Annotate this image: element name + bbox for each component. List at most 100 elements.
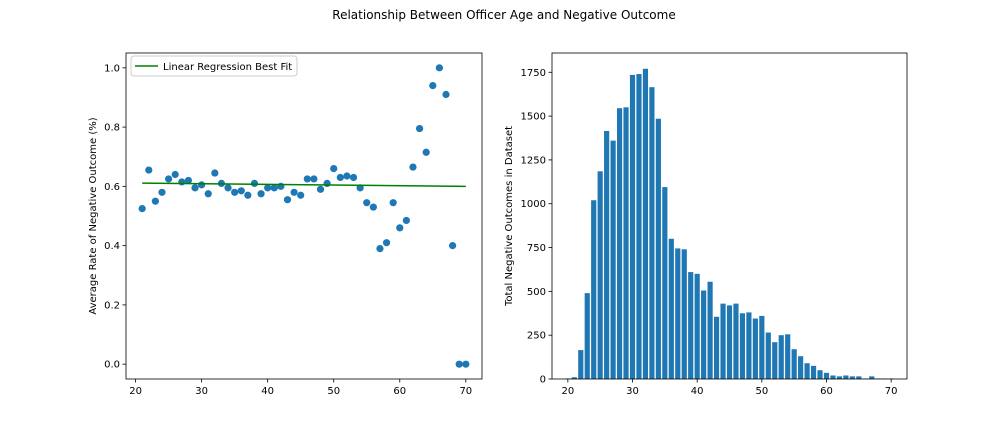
bar-y-tick-label: 0 (540, 375, 546, 386)
bar-y-tick-label: 1750 (521, 68, 546, 79)
bar (849, 376, 855, 379)
bar (616, 108, 623, 379)
bar (823, 372, 830, 379)
bar (578, 350, 584, 379)
bar (791, 349, 797, 379)
legend-box (130, 55, 298, 77)
scatter-axes-frame (125, 52, 483, 380)
scatter-point (178, 178, 186, 186)
bar (843, 375, 849, 379)
scatter-point (429, 82, 437, 90)
scatter-point (204, 190, 212, 198)
bar (668, 238, 674, 379)
bar (629, 74, 636, 379)
scatter-point (409, 163, 417, 171)
bar (739, 313, 746, 379)
scatter-x-tick-label: 20 (129, 386, 142, 397)
bar (785, 334, 791, 379)
bar-marks (565, 68, 894, 380)
scatter-point (198, 181, 206, 189)
bar (778, 335, 784, 379)
bar (759, 315, 765, 379)
bar (765, 332, 771, 379)
scatter-point (151, 197, 159, 205)
scatter-point (138, 204, 146, 213)
scatter-point (402, 216, 410, 225)
scatter-y-tick-label: 0.6 (104, 182, 120, 193)
bar (869, 376, 875, 379)
scatter-x-tick-label: 50 (327, 386, 340, 397)
scatter-point (330, 164, 338, 173)
bar (649, 87, 655, 379)
scatter-point (171, 170, 179, 179)
scatter-point (165, 175, 173, 183)
bar-x-tick-label: 50 (755, 386, 768, 397)
bar (804, 363, 810, 379)
bar (636, 74, 642, 379)
scatter-point (343, 172, 351, 180)
bar (642, 68, 649, 379)
scatter-point (376, 245, 384, 253)
bar (726, 305, 733, 379)
scatter-axes: 20 30 40 50 60 70 0.0 0.2 0.4 0.6 0.8 1.0 (104, 52, 483, 397)
bar (681, 249, 687, 379)
scatter-point (297, 191, 305, 199)
bar (623, 107, 629, 379)
scatter-x-tick-label: 30 (195, 386, 208, 397)
scatter-chart: 20 30 40 50 60 70 0.0 0.2 0.4 0.6 0.8 1.0 Average R… (88, 52, 483, 397)
scatter-point (442, 90, 450, 99)
bar (571, 377, 577, 379)
bar (675, 248, 681, 379)
scatter-x-tick-label: 60 (393, 386, 406, 397)
bar (610, 140, 616, 379)
bar-x-tick-label: 30 (626, 386, 639, 397)
bar (591, 200, 597, 379)
bar-y-axis-label: Total Negative Outcomes in Dataset (504, 126, 515, 307)
scatter-point (270, 184, 278, 192)
scatter-point (349, 173, 358, 182)
scatter-point (363, 199, 371, 207)
bar-axes-frame (551, 52, 908, 380)
bar (733, 303, 739, 379)
bar (746, 312, 752, 379)
scatter-point (369, 203, 377, 211)
legend: Linear Regression Best Fit (130, 55, 298, 77)
bar (713, 316, 720, 379)
bar (817, 370, 823, 379)
bar-x-tick-label: 40 (691, 386, 704, 397)
bar (836, 376, 843, 379)
scatter-y-axis-label: Average Rate of Negative Outcome (%) (88, 117, 99, 314)
scatter-point (250, 179, 259, 187)
bar-axes: 20 30 40 50 60 70 0 250 500 750 1000 1250 1500 1750 (521, 52, 908, 397)
scatter-point (145, 166, 153, 174)
bar-chart: 20 30 40 50 60 70 0 250 500 750 1000 1250 1500 1750 T… (504, 52, 908, 397)
scatter-point (283, 196, 292, 204)
bar-y-tick-label: 750 (527, 243, 546, 254)
scatter-point (323, 179, 331, 187)
bar-x-tick-label: 70 (885, 386, 898, 397)
scatter-point (415, 124, 424, 133)
scatter-point (310, 175, 318, 183)
scatter-point (231, 188, 239, 196)
scatter-point (191, 184, 199, 192)
scatter-point (389, 199, 397, 207)
scatter-y-tick-label: 0.0 (104, 360, 120, 371)
bar (830, 375, 836, 379)
scatter-y-tick-label: 0.2 (104, 300, 120, 311)
bar-y-tick-label: 250 (527, 331, 546, 342)
bar (597, 171, 603, 379)
scatter-marks (138, 64, 470, 368)
scatter-point (211, 169, 219, 177)
scatter-point (257, 190, 265, 198)
scatter-point (237, 187, 245, 195)
scatter-point (449, 242, 457, 250)
scatter-y-tick-label: 0.8 (104, 123, 120, 134)
bar-y-tick-label: 500 (527, 287, 546, 298)
scatter-y-tick-label: 0.4 (104, 241, 120, 252)
bar (604, 130, 610, 379)
regression-line (142, 182, 466, 188)
scatter-point (184, 176, 193, 185)
scatter-x-tick-label: 70 (459, 386, 472, 397)
scatter-point (336, 173, 344, 182)
